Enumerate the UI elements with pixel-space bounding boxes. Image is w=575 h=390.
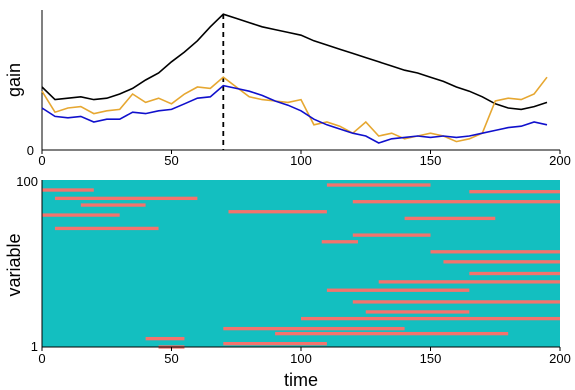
- heatmap-active-segment: [54, 226, 159, 231]
- heatmap-active-segment: [365, 310, 470, 314]
- gain-x-tick-label: 150: [420, 153, 442, 168]
- gain-x-tick-label: 200: [549, 153, 571, 168]
- heatmap-active-segment: [326, 183, 431, 187]
- heatmap-active-segment: [228, 210, 327, 214]
- heatmap-active-segment: [42, 213, 120, 217]
- heatmap-active-segment: [430, 250, 560, 254]
- heatmap-active-segment: [469, 190, 560, 194]
- heatmap-x-tick-label: 150: [420, 351, 442, 366]
- heatmap-active-segment: [42, 188, 94, 192]
- gain-series-line-3: [41, 84, 548, 144]
- heatmap-active-segment: [352, 300, 560, 304]
- gain-series-group: [41, 13, 548, 144]
- heatmap-ylabel: variable: [4, 233, 24, 296]
- heatmap-active-segment: [54, 196, 198, 201]
- gain-plot-x-ticks: 0 50 100 150 200: [38, 150, 571, 168]
- heatmap-y-tick-1: 1: [31, 339, 38, 354]
- heatmap-active-segment: [352, 233, 431, 237]
- gain-plot-y-tick-0: 0: [27, 143, 34, 158]
- heatmap-active-segment: [378, 280, 560, 284]
- heatmap-x-tick-label: 0: [38, 351, 45, 366]
- gain-series-line-2: [41, 76, 548, 143]
- heatmap-active-segment: [145, 336, 185, 341]
- heatmap-xlabel: time: [284, 370, 318, 390]
- heatmap-x-tick-label: 50: [164, 351, 178, 366]
- heatmap-x-tick-label: 200: [549, 351, 571, 366]
- gain-x-tick-label: 0: [38, 153, 45, 168]
- variable-heatmap: 0 50 100 150 200 1 100 variable time: [4, 174, 571, 390]
- heatmap-active-segment: [275, 331, 509, 336]
- heatmap-active-segment: [443, 260, 560, 264]
- gain-series-line-1: [41, 13, 548, 111]
- heatmap-x-tick-label: 100: [290, 351, 312, 366]
- heatmap-y-tick-100: 100: [16, 174, 38, 189]
- heatmap-active-segment: [301, 316, 560, 321]
- gain-x-tick-label: 50: [164, 153, 178, 168]
- heatmap-active-segment: [404, 216, 496, 221]
- heatmap-active-segment: [223, 341, 327, 346]
- heatmap-active-segment: [223, 326, 405, 331]
- gain-plot: 0 50 100 150 200 0 gain: [4, 10, 571, 168]
- gain-x-tick-label: 100: [290, 153, 312, 168]
- heatmap-active-segment: [469, 271, 560, 276]
- gain-plot-ylabel: gain: [4, 63, 24, 97]
- heatmap-segments: [42, 183, 560, 349]
- heatmap-x-ticks: 0 50 100 150 200: [38, 347, 571, 366]
- heatmap-active-segment: [352, 200, 560, 204]
- heatmap-active-segment: [80, 203, 146, 207]
- heatmap-active-segment: [326, 288, 470, 292]
- heatmap-active-segment: [321, 240, 358, 244]
